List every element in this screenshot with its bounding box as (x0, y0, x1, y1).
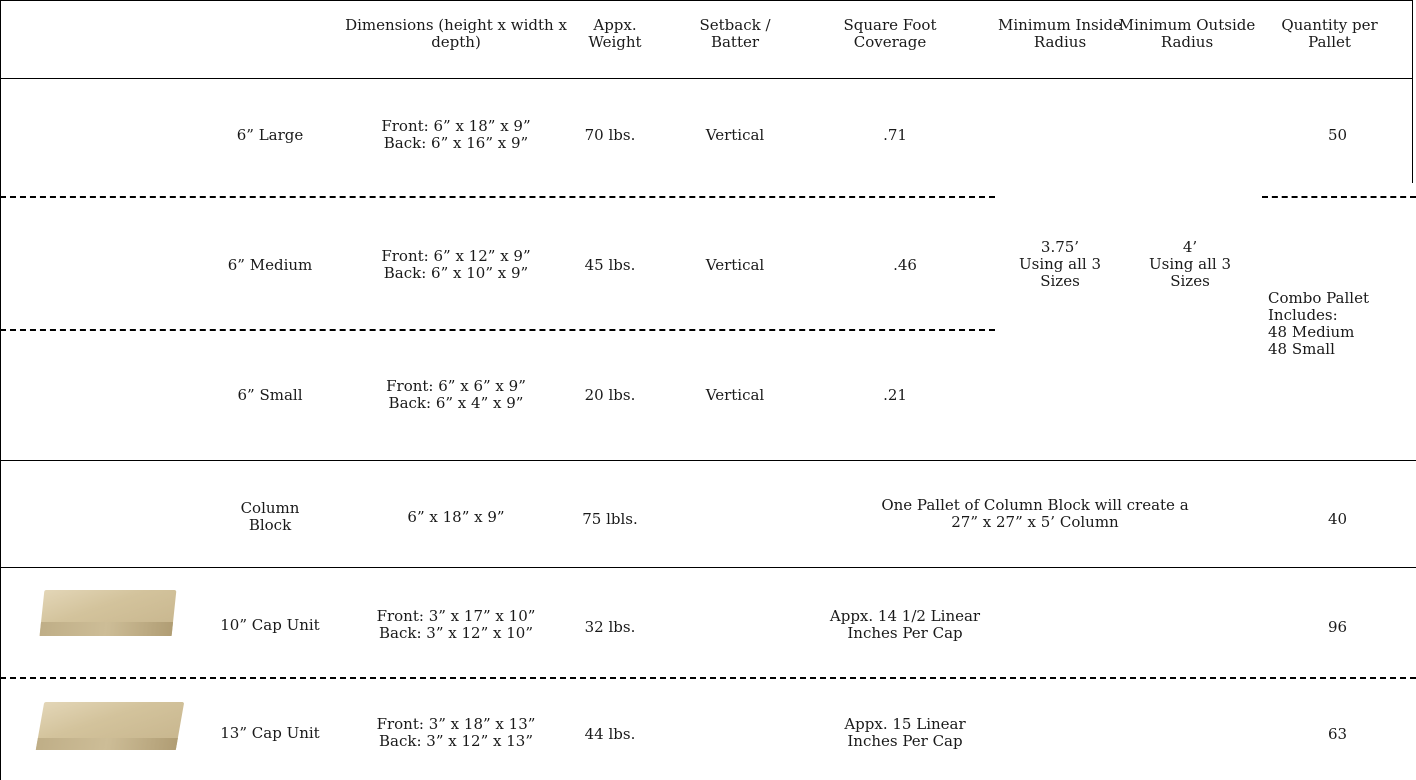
row-column-note: One Pallet of Column Block will create a… (881, 496, 1189, 531)
row-large-quantity: 50 (1327, 125, 1348, 144)
row-column-quantity: 40 (1327, 509, 1348, 528)
row-medium-name: 6” Medium (227, 255, 313, 274)
row-small-dimensions: Front: 6” x 6” x 9” Back: 6” x 4” x 9” (386, 377, 526, 412)
row-medium-weight: 45 lbs. (584, 255, 636, 274)
row-cap10-dimensions: Front: 3” x 17” x 10” Back: 3” x 12” x 1… (376, 607, 536, 642)
row-divider-medium-small (0, 329, 995, 331)
row-small-setback: Vertical (705, 385, 765, 404)
table-left-border (0, 0, 1, 780)
row-column-name: Column Block (240, 499, 300, 534)
row-column-dimensions: 6” x 18” x 9” (407, 507, 505, 526)
row-medium-coverage: .46 (893, 255, 917, 274)
table-right-border (1412, 0, 1413, 183)
row-divider-large-medium (0, 196, 995, 198)
row-large-dimensions: Front: 6” x 18” x 9” Back: 6” x 16” x 9” (381, 117, 531, 152)
row-cap10-weight: 32 lbs. (584, 617, 636, 636)
row-divider-quantity (1262, 196, 1416, 198)
row-small-coverage: .21 (883, 385, 907, 404)
cap-unit-10-image (39, 590, 177, 636)
row-large-weight: 70 lbs. (584, 125, 636, 144)
header-weight: Appx. Weight (588, 16, 642, 51)
row-column-weight: 75 lbls. (582, 509, 638, 528)
row-cap13-name: 13” Cap Unit (220, 723, 320, 742)
header-setback: Setback / Batter (699, 16, 771, 51)
header-divider (0, 78, 1413, 79)
header-quantity: Quantity per Pallet (1281, 16, 1378, 51)
row-cap10-note: Appx. 14 1/2 Linear Inches Per Cap (829, 607, 981, 642)
header-dimensions: Dimensions (height x width x depth) (345, 16, 567, 51)
row-small-name: 6” Small (237, 385, 303, 404)
row-medium-setback: Vertical (705, 255, 765, 274)
shared-outside-radius: 4’ Using all 3 Sizes (1148, 237, 1232, 290)
header-coverage: Square Foot Coverage (843, 16, 937, 51)
cap-unit-13-image (35, 702, 185, 750)
row-large-name: 6” Large (236, 125, 304, 144)
row-divider-small-column (0, 460, 1416, 461)
row-cap13-quantity: 63 (1327, 724, 1348, 743)
shared-inside-radius: 3.75’ Using all 3 Sizes (1018, 237, 1102, 290)
row-cap10-name: 10” Cap Unit (220, 615, 320, 634)
row-divider-cap10-cap13 (0, 677, 1416, 679)
table-top-border (0, 0, 1413, 1)
row-large-setback: Vertical (705, 125, 765, 144)
row-cap10-quantity: 96 (1327, 617, 1348, 636)
header-outside-radius: Minimum Outside Radius (1118, 16, 1256, 51)
row-cap13-note: Appx. 15 Linear Inches Per Cap (844, 715, 966, 750)
row-medium-dimensions: Front: 6” x 12” x 9” Back: 6” x 10” x 9” (381, 247, 531, 282)
row-divider-column-cap (0, 567, 1416, 568)
combo-pallet-note: Combo Pallet Includes: 48 Medium 48 Smal… (1268, 289, 1369, 358)
row-small-weight: 20 lbs. (584, 385, 636, 404)
row-cap13-weight: 44 lbs. (584, 724, 636, 743)
header-inside-radius: Minimum Inside Radius (997, 16, 1123, 51)
row-cap13-dimensions: Front: 3” x 18” x 13” Back: 3” x 12” x 1… (376, 715, 536, 750)
row-large-coverage: .71 (883, 125, 907, 144)
